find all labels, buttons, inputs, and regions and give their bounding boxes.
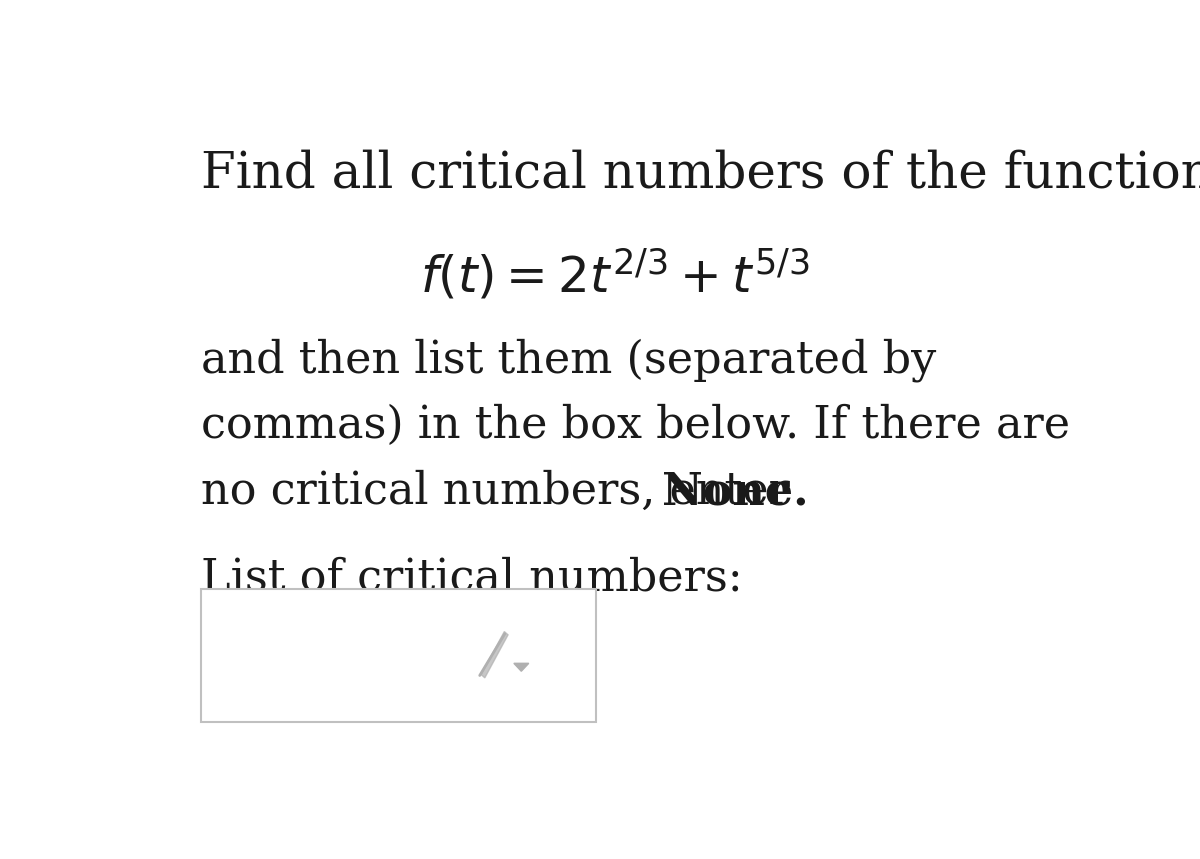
Text: None.: None. — [661, 470, 808, 513]
Text: List of critical numbers:: List of critical numbers: — [202, 556, 743, 600]
Bar — [202, 589, 596, 722]
Text: commas) in the box below. If there are: commas) in the box below. If there are — [202, 404, 1070, 448]
Polygon shape — [514, 663, 529, 671]
Text: no critical numbers, enter: no critical numbers, enter — [202, 470, 804, 514]
Text: Find all critical numbers of the function: Find all critical numbers of the functio… — [202, 149, 1200, 198]
Text: and then list them (separated by: and then list them (separated by — [202, 338, 936, 381]
Polygon shape — [481, 631, 508, 678]
Text: $\mathit{f}(\mathit{t}) = 2\mathit{t}^{2/3} + \mathit{t}^{5/3}$: $\mathit{f}(\mathit{t}) = 2\mathit{t}^{2… — [420, 248, 810, 303]
